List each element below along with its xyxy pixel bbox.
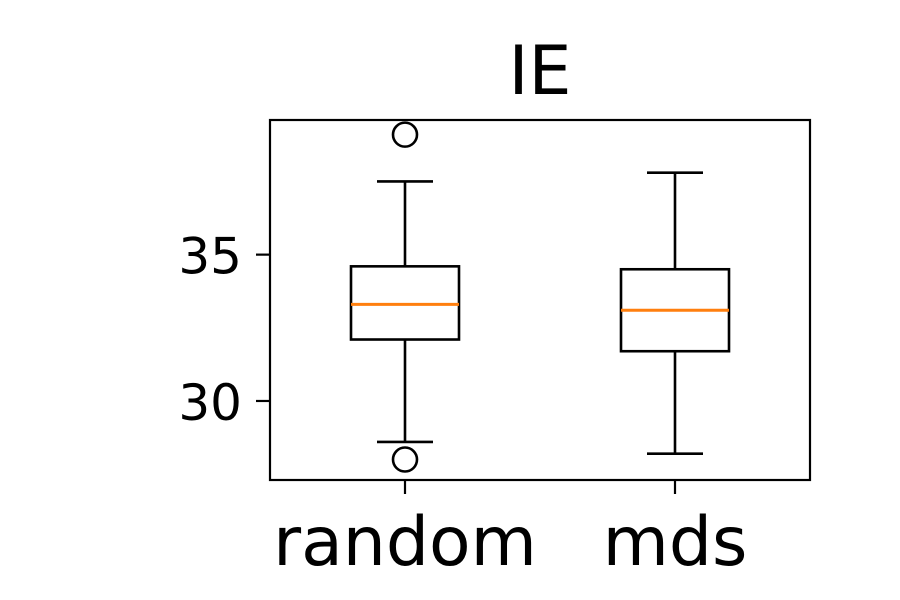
outlier-point xyxy=(393,448,417,472)
boxes-group xyxy=(351,123,729,472)
y-axis: 30 35 xyxy=(178,228,270,432)
y-tick-label: 35 xyxy=(178,228,242,286)
outlier-point xyxy=(393,123,417,147)
x-tick-label: random xyxy=(273,503,537,582)
chart-title: IE xyxy=(508,32,571,111)
y-tick-label: 30 xyxy=(178,374,242,432)
x-axis: random mds xyxy=(273,480,747,582)
x-tick-label: mds xyxy=(603,503,748,582)
